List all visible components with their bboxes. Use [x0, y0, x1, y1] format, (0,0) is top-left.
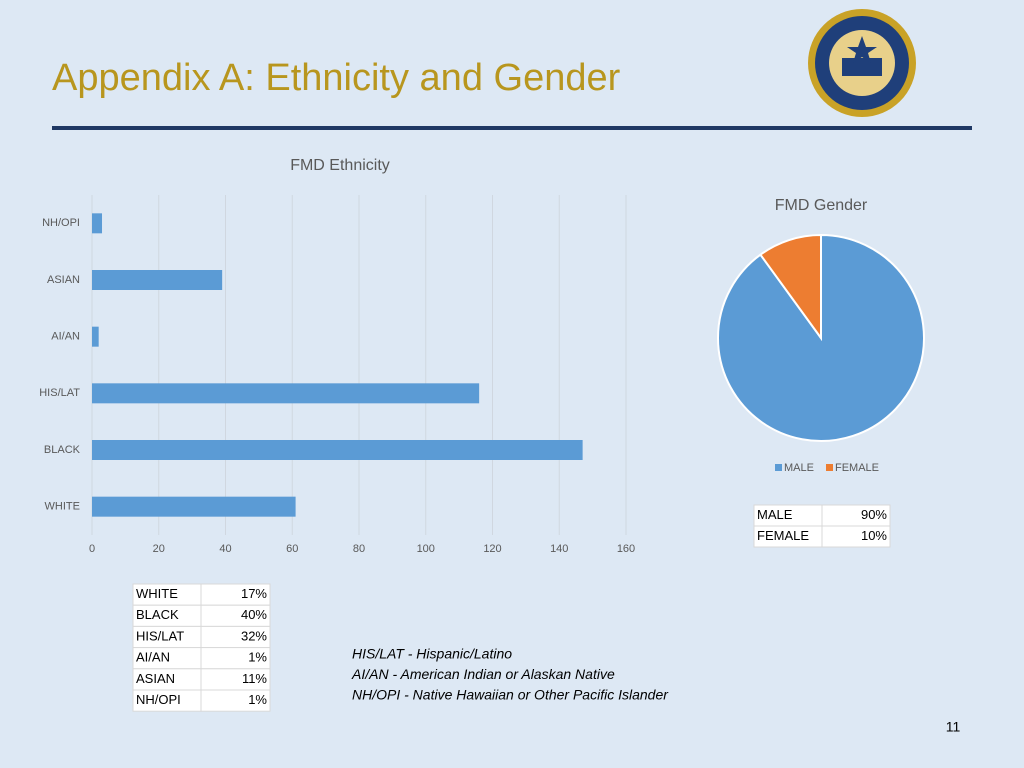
- table-label: ASIAN: [136, 671, 175, 686]
- legend-swatch: [775, 464, 782, 471]
- page-number: 11: [946, 719, 961, 735]
- table-label: NH/OPI: [136, 692, 181, 707]
- x-tick-label: 100: [417, 543, 435, 555]
- legend-label: MALE: [784, 462, 814, 474]
- y-tick-label: BLACK: [44, 444, 81, 456]
- table-value: 1%: [248, 692, 267, 707]
- legend-label: FEMALE: [835, 462, 879, 474]
- table-value: 11%: [242, 671, 267, 686]
- x-tick-label: 60: [286, 543, 298, 555]
- table-value: 10%: [861, 528, 887, 543]
- table-value: 1%: [248, 650, 267, 665]
- bar: [92, 213, 103, 234]
- x-tick-label: 140: [550, 543, 568, 555]
- city-seal: [808, 9, 916, 117]
- pie-slice: [759, 233, 822, 342]
- y-tick-label: ASIAN: [47, 274, 80, 286]
- chart-title: FMD Ethnicity: [290, 157, 390, 174]
- table-cell: [821, 525, 891, 548]
- legend-swatch: [826, 464, 833, 471]
- y-tick-label: AI/AN: [51, 331, 80, 343]
- note: AI/AN - American Indian or Alaskan Nativ…: [351, 666, 615, 682]
- x-tick-label: 40: [219, 543, 231, 555]
- note: HIS/LAT - Hispanic/Latino: [352, 646, 512, 662]
- bar: [92, 496, 296, 517]
- x-tick-label: 80: [353, 543, 365, 555]
- table-label: HIS/LAT: [136, 628, 184, 643]
- x-tick-label: 160: [617, 543, 635, 555]
- y-tick-label: HIS/LAT: [39, 387, 80, 399]
- x-tick-label: 20: [153, 543, 165, 555]
- bar: [92, 383, 480, 404]
- table-cell: [200, 689, 271, 712]
- table-value: 40%: [241, 607, 267, 622]
- x-tick-label: 120: [483, 543, 501, 555]
- slide-title: Appendix A: Ethnicity and Gender: [52, 57, 621, 99]
- bar: [92, 270, 223, 290]
- table-label: FEMALE: [757, 528, 809, 543]
- table-label: BLACK: [136, 607, 179, 622]
- table-value: 90%: [861, 507, 887, 522]
- table-value: 17%: [241, 586, 267, 601]
- note: NH/OPI - Native Hawaiian or Other Pacifi…: [352, 687, 669, 703]
- y-tick-label: WHITE: [45, 501, 80, 513]
- y-tick-label: NH/OPI: [42, 217, 80, 229]
- table-label: WHITE: [136, 586, 178, 601]
- bar: [92, 326, 99, 347]
- chart-title: FMD Gender: [775, 197, 868, 214]
- x-tick-label: 0: [89, 543, 95, 555]
- bar: [92, 440, 583, 460]
- table-label: MALE: [757, 507, 793, 522]
- table-label: AI/AN: [136, 650, 170, 665]
- table-value: 32%: [241, 628, 267, 643]
